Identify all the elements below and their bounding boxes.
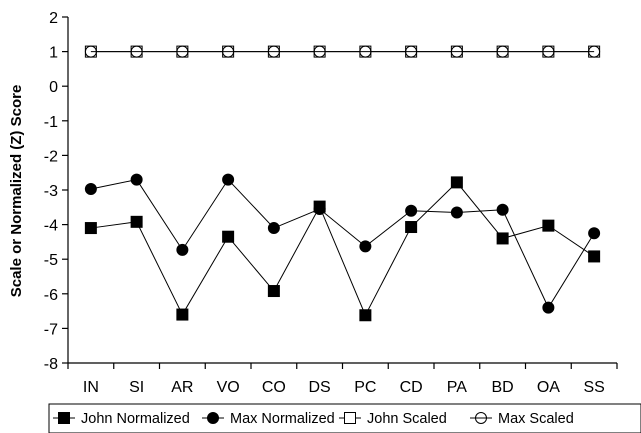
legend-marker (475, 412, 487, 424)
data-point (405, 204, 418, 217)
x-tick-label: AR (171, 379, 193, 396)
y-tick-label: -6 (44, 287, 58, 304)
y-axis-title: Scale or Normalized (Z) Score (8, 85, 25, 298)
data-point (359, 240, 372, 253)
data-point (84, 182, 97, 195)
legend-label: Max Normalized (230, 411, 335, 427)
legend-entry: John Scaled (339, 411, 447, 427)
legend-label: John Scaled (367, 411, 447, 427)
legend-entry: Max Normalized (202, 411, 335, 427)
legend-entry: John Normalized (53, 411, 190, 427)
x-tick-label: VO (217, 379, 240, 396)
x-tick-label: CD (400, 379, 423, 396)
x-tick-label: SS (583, 379, 604, 396)
x-tick-label: IN (83, 379, 99, 396)
data-point (588, 45, 601, 58)
data-point (84, 45, 97, 58)
data-point (222, 173, 235, 186)
y-tick-label: -1 (44, 114, 58, 131)
data-point (130, 173, 143, 186)
data-point (313, 45, 326, 58)
data-point (405, 221, 418, 234)
x-tick-label: OA (537, 379, 560, 396)
data-point (542, 45, 555, 58)
data-point (222, 45, 235, 58)
y-tick-label: -4 (44, 218, 58, 235)
series-max-scaled (84, 45, 601, 58)
series-max-normalized (84, 173, 601, 314)
x-tick-label: BD (492, 379, 514, 396)
y-tick-label: 1 (49, 45, 58, 62)
data-point (496, 232, 509, 245)
data-point (176, 243, 189, 256)
legend-label: Max Scaled (498, 411, 574, 427)
axes (67, 17, 617, 364)
data-point (542, 219, 555, 232)
data-point (267, 222, 280, 235)
legend: John Normalized Max Normalized John Scaled… (48, 403, 641, 433)
x-tick-label: CO (262, 379, 286, 396)
y-tick-label: 0 (49, 79, 58, 96)
series-group (84, 45, 601, 322)
data-point (267, 45, 280, 58)
x-tick-labels: IN SI AR VO CO DS PC CD PA BD OA SS (67, 363, 618, 396)
x-tick-label: DS (309, 379, 331, 396)
x-tick-label: PA (447, 379, 467, 396)
data-point (405, 45, 418, 58)
data-point (176, 45, 189, 58)
data-point (267, 285, 280, 298)
legend-label: John Normalized (81, 411, 190, 427)
x-tick-label: PC (354, 379, 376, 396)
data-point (222, 230, 235, 243)
data-point (496, 45, 509, 58)
data-point (130, 215, 143, 228)
data-point (450, 206, 463, 219)
data-point (313, 203, 326, 216)
data-point (496, 203, 509, 216)
data-point (450, 176, 463, 189)
data-point (450, 45, 463, 58)
legend-marker (344, 412, 356, 424)
series-john-normalized (84, 176, 601, 322)
x-tick-label: SI (129, 379, 144, 396)
y-tick-labels: 2 1 0 -1 -2 -3 -4 -5 -6 -7 -8 (44, 10, 68, 373)
legend-marker (207, 412, 219, 424)
data-point (588, 250, 601, 263)
y-tick-label: -5 (44, 252, 58, 269)
legend-entry: Max Scaled (470, 411, 574, 427)
y-tick-label: -8 (44, 356, 58, 373)
y-tick-label: -3 (44, 183, 58, 200)
data-point (84, 222, 97, 235)
y-tick-label: 2 (49, 10, 58, 27)
data-point (588, 227, 601, 240)
series-line (90, 181, 595, 317)
data-point (359, 45, 372, 58)
data-point (542, 301, 555, 314)
data-point (130, 45, 143, 58)
y-tick-label: -7 (44, 321, 58, 338)
legend-marker (58, 412, 70, 424)
data-point (176, 308, 189, 321)
data-point (359, 309, 372, 322)
y-tick-label: -2 (44, 148, 58, 165)
series-line (90, 178, 595, 309)
